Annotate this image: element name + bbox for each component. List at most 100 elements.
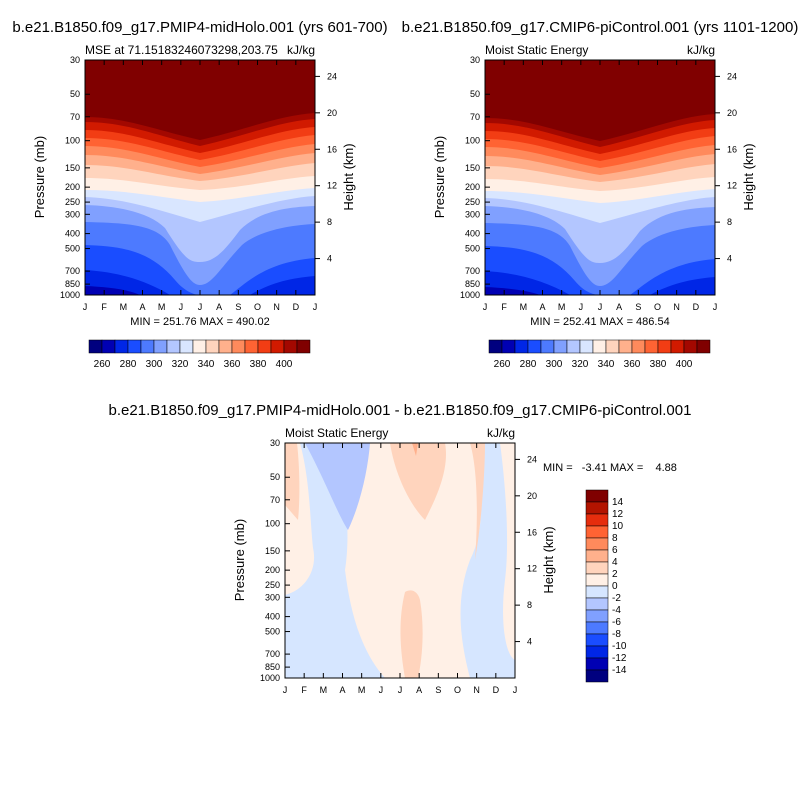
contour-field [285, 443, 515, 678]
y-right-tick-label: 16 [527, 527, 537, 537]
y-right-tick-label: 4 [727, 254, 732, 264]
y-tick-label: 250 [465, 197, 480, 207]
y-tick-label: 70 [70, 112, 80, 122]
min-max-stats: MIN = -3.41 MAX = 4.88 [543, 462, 677, 474]
colorbar-swatch [579, 339, 594, 354]
y-tick-label: 100 [265, 519, 280, 529]
y-right-tick-label: 4 [327, 254, 332, 264]
colorbar-swatch [618, 339, 633, 354]
x-tick-label: D [693, 302, 700, 312]
colorbar-label: -10 [612, 641, 627, 652]
colorbar-label: 380 [250, 359, 267, 370]
y-tick-label: 50 [470, 89, 480, 99]
panel-midholo: b.e21.B1850.f09_g17.PMIP4-midHolo.001 (y… [12, 19, 387, 370]
colorbar-swatch [644, 339, 659, 354]
colorbar-swatch [527, 339, 542, 354]
x-tick-label: M [320, 685, 328, 695]
y-tick-label: 400 [65, 229, 80, 239]
colorbar: 260 280 300 320 340 360 380 400 [488, 339, 711, 370]
colorbar-label: 300 [146, 359, 163, 370]
colorbar-swatch [657, 339, 672, 354]
colorbar-swatch [631, 339, 646, 354]
y-axis-right-title: Height (km) [341, 143, 356, 210]
y-tick-label: 300 [65, 209, 80, 219]
colorbar-label: 340 [598, 359, 615, 370]
y-tick-label: 200 [465, 182, 480, 192]
y-tick-label: 700 [465, 266, 480, 276]
colorbar-label: 10 [612, 521, 624, 532]
colorbar-swatch [488, 339, 503, 354]
colorbar-swatch [696, 339, 711, 354]
x-tick-label: O [654, 302, 661, 312]
y-right-tick-label: 20 [327, 108, 337, 118]
units-label: kJ/kg [287, 43, 315, 57]
variable-label: Moist Static Energy [285, 426, 388, 440]
x-tick-label: S [435, 685, 441, 695]
panel-title: b.e21.B1850.f09_g17.PMIP4-midHolo.001 - … [109, 402, 692, 419]
y-tick-label: 250 [65, 197, 80, 207]
colorbar-swatch [585, 621, 609, 635]
y-axis-title: Pressure (mb) [32, 136, 47, 218]
contour-field [485, 60, 715, 295]
colorbar-swatch [585, 609, 609, 623]
colorbar-label: -2 [612, 593, 621, 604]
x-tick-label: S [635, 302, 641, 312]
x-tick-label: N [473, 685, 480, 695]
y-tick-label: 30 [470, 55, 480, 65]
y-tick-label: 100 [65, 136, 80, 146]
colorbar-swatch [231, 339, 246, 354]
contour-field [85, 60, 315, 295]
y-tick-label: 700 [265, 649, 280, 659]
x-tick-label: A [339, 685, 345, 695]
colorbar-label: 280 [120, 359, 137, 370]
y-right-tick-label: 20 [527, 491, 537, 501]
colorbar-swatch [501, 339, 516, 354]
x-tick-label: M [120, 302, 128, 312]
y-tick-label: 50 [70, 89, 80, 99]
colorbar-swatch [585, 645, 609, 659]
x-tick-label: M [558, 302, 566, 312]
x-tick-label: O [254, 302, 261, 312]
y-tick-label: 50 [270, 472, 280, 482]
y-tick-label: 1000 [260, 673, 280, 683]
colorbar-swatch [88, 339, 103, 354]
y-axis-title: Pressure (mb) [432, 136, 447, 218]
y-tick-label: 200 [65, 182, 80, 192]
y-right-tick-label: 4 [527, 637, 532, 647]
panel-difference: b.e21.B1850.f09_g17.PMIP4-midHolo.001 - … [109, 402, 692, 695]
panel-picontrol: b.e21.B1850.f09_g17.CMIP6-piControl.001 … [402, 19, 799, 370]
colorbar-label: 300 [546, 359, 563, 370]
colorbar-label: 280 [520, 359, 537, 370]
colorbar-label: 4 [612, 557, 618, 568]
panel-title: b.e21.B1850.f09_g17.PMIP4-midHolo.001 (y… [12, 19, 387, 36]
y-axis-right-title: Height (km) [741, 143, 756, 210]
colorbar-swatch [205, 339, 220, 354]
colorbar-label: 260 [94, 359, 111, 370]
colorbar-label: 340 [198, 359, 215, 370]
y-tick-label: 30 [70, 55, 80, 65]
y-tick-label: 500 [465, 244, 480, 254]
x-tick-label: A [416, 685, 422, 695]
x-tick-label: M [520, 302, 528, 312]
colorbar-swatch [585, 549, 609, 563]
y-tick-label: 850 [65, 279, 80, 289]
colorbar-swatch [585, 537, 609, 551]
colorbar-swatch [179, 339, 194, 354]
y-tick-label: 300 [265, 592, 280, 602]
colorbar-swatch [101, 339, 116, 354]
y-tick-label: 400 [265, 612, 280, 622]
colorbar-label: 12 [612, 509, 624, 520]
y-tick-label: 300 [465, 209, 480, 219]
x-tick-label: A [539, 302, 545, 312]
colorbar-swatch [585, 597, 609, 611]
colorbar-label: 0 [612, 581, 618, 592]
colorbar-swatch [166, 339, 181, 354]
panel-title: b.e21.B1850.f09_g17.CMIP6-piControl.001 … [402, 19, 799, 36]
y-tick-label: 150 [465, 163, 480, 173]
colorbar-swatch [127, 339, 142, 354]
x-tick-label: J [379, 685, 384, 695]
x-tick-label: F [501, 302, 507, 312]
